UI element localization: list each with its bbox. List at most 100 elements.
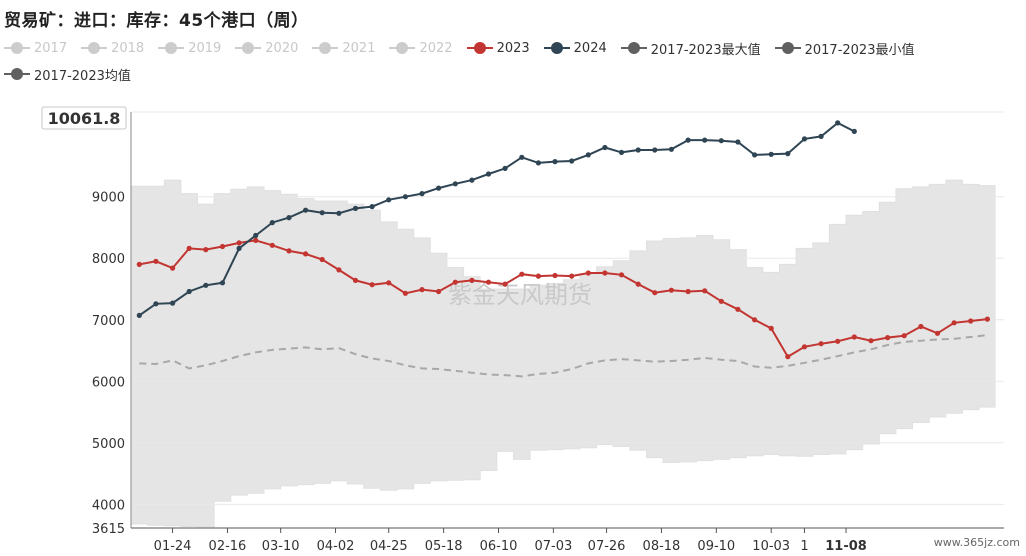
point-2023 — [552, 272, 558, 279]
point-2023 — [186, 245, 192, 251]
series-line-2024 — [138, 121, 855, 317]
legend: 2017 2018 2019 2020 2021 2022 2023 2024 2017-202… — [4, 38, 1024, 84]
x-tick-label: 07-26 — [588, 539, 626, 554]
series-line-max — [131, 179, 996, 290]
point-2024 — [336, 210, 342, 216]
legend-marker-icon — [389, 41, 416, 55]
point-2023 — [968, 318, 974, 324]
legend-label: 2017 — [34, 40, 68, 56]
legend-marker-icon — [466, 41, 493, 55]
legend-item-2023[interactable]: 2023 — [466, 38, 530, 58]
point-2023 — [885, 335, 891, 341]
point-2023 — [419, 287, 425, 293]
point-2024 — [170, 300, 176, 306]
legend-label: 2022 — [419, 40, 453, 56]
point-2023 — [934, 330, 941, 336]
point-2024 — [136, 312, 142, 318]
point-2023 — [585, 270, 591, 276]
legend-marker-icon — [4, 67, 30, 81]
legend-marker-icon — [81, 41, 108, 55]
legend-item-2017-2023均值[interactable]: 2017-2023均值 — [4, 64, 131, 84]
point-2023 — [618, 272, 625, 278]
x-tick-label: 10-03 — [752, 539, 790, 554]
x-tick-label: 05-18 — [425, 539, 463, 554]
point-2023 — [951, 320, 957, 326]
legend-label: 2024 — [573, 40, 607, 56]
point-2024 — [203, 282, 209, 288]
site-watermark: www.365jz.com — [934, 536, 1020, 549]
point-2023 — [469, 277, 475, 283]
point-2023 — [170, 265, 176, 271]
point-2024 — [818, 133, 824, 139]
legend-marker-icon — [158, 41, 185, 55]
point-2024 — [801, 136, 808, 142]
point-2023 — [635, 281, 641, 287]
series-line-mean — [139, 334, 988, 378]
point-2023 — [386, 280, 392, 286]
point-2023 — [153, 258, 159, 264]
point-2024 — [685, 137, 691, 143]
point-2023 — [752, 317, 758, 323]
point-2023 — [269, 242, 275, 248]
x-tick-label: 03-10 — [262, 539, 300, 554]
point-2023 — [253, 237, 259, 243]
y-tick-label: 7000 — [92, 314, 125, 329]
y-min-label: 3615 — [92, 522, 125, 537]
x-tick-label: 09-10 — [697, 539, 735, 554]
point-2023 — [402, 290, 408, 296]
legend-marker-icon — [620, 41, 647, 55]
legend-marker-icon — [774, 41, 801, 55]
point-2024 — [752, 152, 758, 158]
point-2024 — [153, 301, 159, 307]
point-2024 — [618, 149, 625, 155]
legend-item-2020[interactable]: 2020 — [235, 38, 298, 58]
legend-marker-icon — [4, 41, 30, 55]
legend-item-2024[interactable]: 2024 — [543, 38, 607, 58]
legend-item-2017-2023最大值[interactable]: 2017-2023最大值 — [620, 38, 761, 58]
point-2024 — [269, 220, 275, 226]
y-max-box — [41, 106, 127, 130]
point-2024 — [835, 120, 841, 126]
legend-label: 2020 — [265, 40, 299, 56]
y-tick-label: 5000 — [92, 437, 125, 452]
series-line-2023 — [139, 239, 988, 359]
point-2023 — [519, 271, 525, 277]
point-2023 — [535, 273, 542, 279]
point-2023 — [868, 338, 874, 344]
point-2023 — [352, 277, 359, 283]
legend-item-2019[interactable]: 2019 — [158, 38, 221, 58]
y-max-label: 10061.8 — [48, 109, 121, 128]
x-tick-label: 06-10 — [480, 539, 518, 554]
legend-item-2021[interactable]: 2021 — [312, 38, 375, 58]
legend-item-2017[interactable]: 2017 — [4, 38, 67, 58]
y-tick-label: 9000 — [92, 191, 125, 206]
point-2024 — [602, 144, 608, 151]
point-2024 — [851, 128, 857, 134]
point-2023 — [685, 288, 691, 295]
point-2023 — [336, 267, 342, 273]
legend-item-2022[interactable]: 2022 — [389, 38, 453, 58]
point-2023 — [203, 247, 209, 253]
x-tick-label: 1 — [800, 539, 808, 554]
point-2023 — [286, 248, 292, 254]
point-2024 — [668, 146, 675, 152]
legend-item-2017-2023最小值[interactable]: 2017-2023最小值 — [774, 38, 914, 58]
point-2023 — [436, 288, 442, 295]
point-2024 — [569, 158, 575, 164]
point-2023 — [668, 287, 675, 293]
point-2024 — [286, 215, 292, 221]
y-max-indicator: 10061.8 — [41, 106, 127, 130]
point-2023 — [835, 338, 841, 344]
series-line-min — [131, 406, 996, 528]
point-2024 — [319, 210, 325, 216]
point-2024 — [585, 152, 591, 158]
point-2023 — [485, 279, 492, 285]
point-2024 — [635, 147, 641, 153]
point-2023 — [918, 323, 924, 330]
point-2023 — [768, 325, 774, 331]
point-2023 — [702, 288, 708, 294]
point-2023 — [303, 251, 309, 257]
legend-item-2018[interactable]: 2018 — [81, 38, 144, 58]
point-2023 — [851, 334, 857, 340]
y-tick-label: 8000 — [92, 252, 125, 267]
